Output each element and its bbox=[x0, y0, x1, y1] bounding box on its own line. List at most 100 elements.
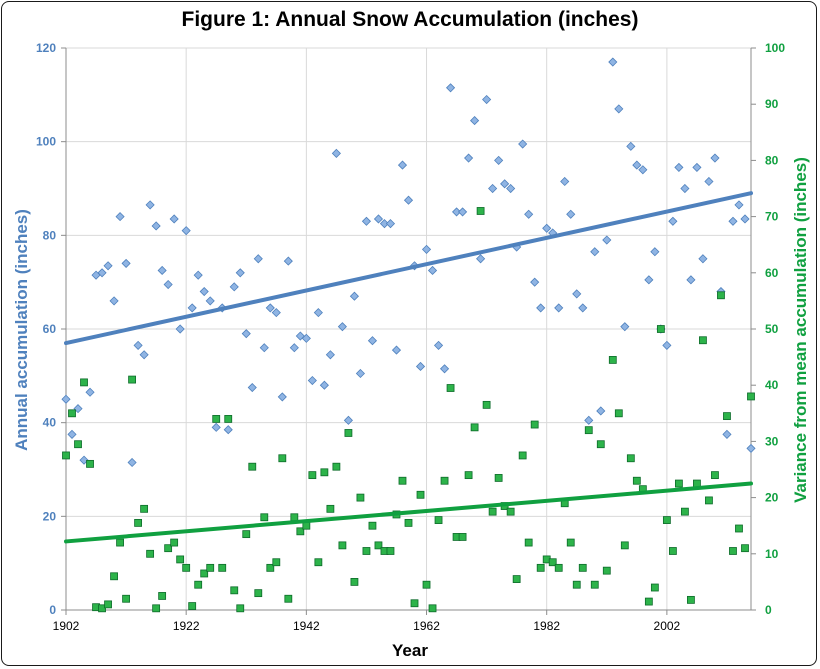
variance-point bbox=[296, 527, 305, 536]
accumulation-point bbox=[518, 139, 528, 149]
variance-point bbox=[176, 555, 185, 564]
accumulation-point bbox=[97, 268, 107, 278]
y2-tick-label: 100 bbox=[765, 41, 785, 55]
accumulation-point bbox=[337, 322, 347, 332]
accumulation-point bbox=[596, 406, 606, 416]
variance-point bbox=[86, 459, 94, 468]
variance-trendline bbox=[64, 481, 753, 544]
variance-point bbox=[687, 595, 695, 604]
y2-tick-label: 60 bbox=[765, 266, 779, 280]
accumulation-point bbox=[379, 219, 390, 229]
variance-point bbox=[440, 476, 449, 485]
variance-point bbox=[674, 479, 683, 488]
accumulation-point bbox=[464, 153, 474, 163]
variance-point bbox=[128, 375, 136, 384]
accumulation-point bbox=[578, 303, 588, 313]
variance-point bbox=[242, 530, 251, 539]
accumulation-point bbox=[632, 160, 642, 170]
variance-point bbox=[230, 586, 239, 595]
y-tick-label: 60 bbox=[43, 322, 57, 336]
variance-point bbox=[524, 538, 533, 547]
accumulation-point bbox=[746, 443, 756, 453]
accumulation-point bbox=[626, 141, 636, 151]
accumulation-point bbox=[494, 155, 504, 165]
variance-point bbox=[723, 412, 731, 421]
accumulation-point bbox=[692, 162, 702, 172]
accumulation-point bbox=[554, 303, 564, 313]
accumulation-point bbox=[187, 303, 197, 313]
accumulation-point bbox=[608, 57, 618, 67]
accumulation-point bbox=[506, 183, 516, 194]
accumulation-point bbox=[488, 183, 498, 194]
variance-point bbox=[320, 468, 329, 477]
accumulation-point bbox=[193, 270, 203, 280]
variance-point bbox=[314, 558, 323, 567]
accumulation-point bbox=[391, 345, 402, 355]
accumulation-point bbox=[109, 296, 119, 306]
accumulation-point bbox=[223, 425, 233, 435]
variance-point bbox=[741, 544, 749, 553]
variance-point bbox=[416, 490, 425, 499]
accumulation-point bbox=[211, 422, 221, 432]
variance-point bbox=[104, 600, 112, 609]
accumulation-point bbox=[301, 333, 311, 343]
variance-point bbox=[350, 578, 359, 586]
variance-point bbox=[194, 580, 203, 589]
y2-tick-label: 30 bbox=[765, 434, 779, 448]
variance-point bbox=[74, 440, 82, 449]
variance-point bbox=[290, 513, 299, 522]
variance-point bbox=[428, 604, 437, 613]
variance-point bbox=[410, 599, 419, 608]
variance-point bbox=[224, 415, 233, 423]
accumulation-point bbox=[686, 275, 696, 285]
accumulation-point bbox=[85, 387, 95, 397]
variance-point bbox=[140, 504, 149, 513]
accumulation-point bbox=[205, 296, 215, 306]
variance-point bbox=[398, 476, 407, 485]
x-axis-label: Year bbox=[392, 641, 428, 660]
accumulation-point bbox=[289, 343, 299, 353]
x-tick-label: 1982 bbox=[533, 619, 560, 633]
accumulation-point bbox=[433, 340, 444, 350]
y2-tick-label: 90 bbox=[765, 97, 779, 111]
accumulation-point bbox=[229, 282, 239, 292]
accumulation-point bbox=[614, 104, 624, 114]
x-tick-label: 2002 bbox=[654, 619, 681, 633]
accumulation-point bbox=[620, 322, 630, 332]
variance-point bbox=[632, 476, 641, 485]
variance-point bbox=[614, 409, 623, 418]
y2-tick-label: 10 bbox=[765, 547, 779, 561]
variance-point bbox=[356, 493, 365, 502]
gridlines bbox=[66, 47, 751, 610]
accumulation-point bbox=[566, 209, 576, 219]
accumulation-point bbox=[265, 303, 275, 313]
accumulation-point bbox=[445, 83, 456, 93]
y-tick-label: 0 bbox=[49, 603, 56, 617]
variance-point bbox=[572, 580, 581, 589]
variance-point bbox=[681, 507, 689, 516]
y2-tick-label: 70 bbox=[765, 210, 779, 224]
accumulation-point bbox=[536, 303, 546, 313]
variance-point bbox=[266, 563, 275, 572]
chart-title: Figure 1: Annual Snow Accumulation (inch… bbox=[181, 8, 639, 31]
variance-point bbox=[422, 580, 431, 589]
variance-point bbox=[134, 518, 143, 527]
variance-point bbox=[368, 521, 377, 530]
variance-point bbox=[512, 575, 521, 583]
variance-point bbox=[374, 541, 383, 550]
accumulation-point bbox=[680, 183, 690, 194]
accumulation-point bbox=[103, 261, 113, 271]
variance-point bbox=[735, 524, 743, 533]
variance-point bbox=[548, 558, 557, 567]
accumulation-point bbox=[704, 176, 714, 187]
accumulation-point bbox=[572, 289, 582, 299]
variance-point bbox=[711, 471, 719, 480]
variance-point bbox=[494, 474, 503, 482]
accumulation-point bbox=[73, 404, 83, 414]
variance-point bbox=[116, 538, 124, 547]
accumulation-point bbox=[145, 200, 155, 210]
accumulation-point bbox=[385, 219, 396, 229]
variance-point bbox=[344, 429, 353, 437]
accumulation-point bbox=[452, 207, 462, 217]
